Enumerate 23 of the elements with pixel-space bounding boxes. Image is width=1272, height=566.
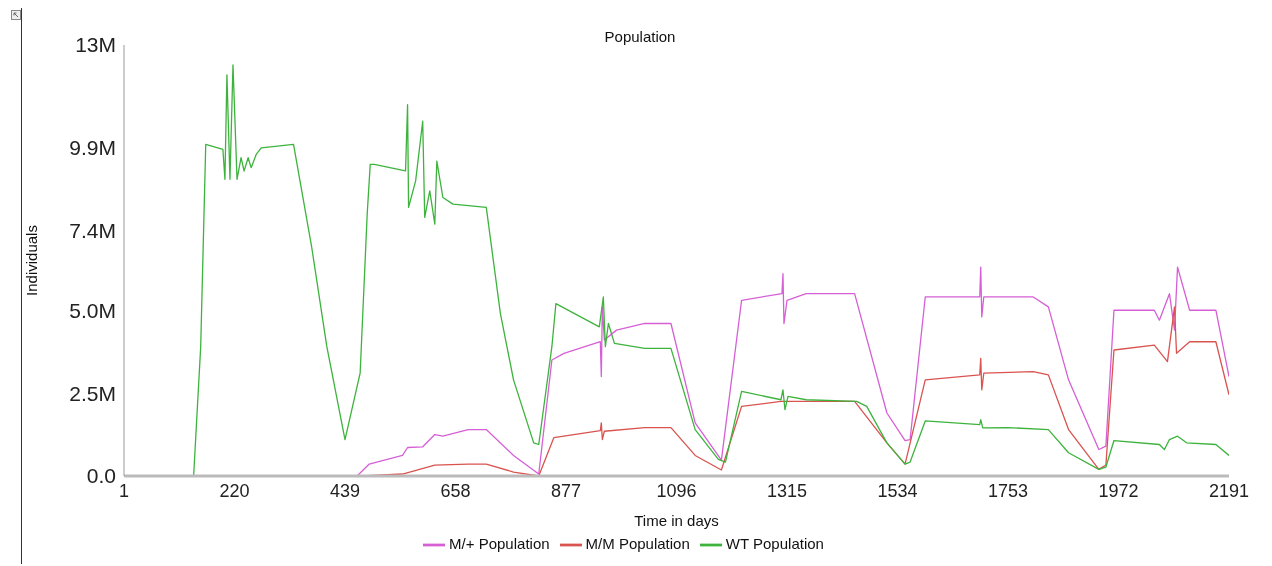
legend-label: WT Population — [725, 534, 824, 552]
x-tick-label: 877 — [550, 480, 582, 501]
x-tick-label: 1753 — [987, 480, 1029, 501]
y-tick-label: 5.0M — [69, 298, 116, 322]
x-tick-label: 658 — [440, 480, 471, 501]
y-axis-title: Individuals — [23, 225, 41, 296]
y-tick-label: 0.0 — [86, 464, 116, 488]
legend-label: M/+ Population — [449, 534, 550, 552]
x-tick-label: 1 — [118, 480, 130, 501]
x-axis-title: Time in days — [634, 512, 719, 529]
y-tick-label: 9.9M — [69, 136, 116, 160]
x-tick-label: 1972 — [1098, 480, 1139, 501]
x-tick-label: 439 — [329, 480, 361, 501]
x-tick-label: 220 — [219, 480, 250, 501]
x-tick-label: 1534 — [877, 480, 918, 501]
x-tick-label: 1315 — [766, 480, 808, 501]
x-tick-label: 2191 — [1208, 480, 1250, 501]
y-tick-label: 2.5M — [69, 381, 116, 405]
legend-label: M/M Population — [585, 534, 690, 552]
chart-title: Population — [604, 28, 676, 45]
y-tick-label: 7.4M — [69, 219, 116, 243]
y-tick-label: 13M — [75, 33, 116, 57]
x-tick-label: 1096 — [656, 480, 697, 501]
